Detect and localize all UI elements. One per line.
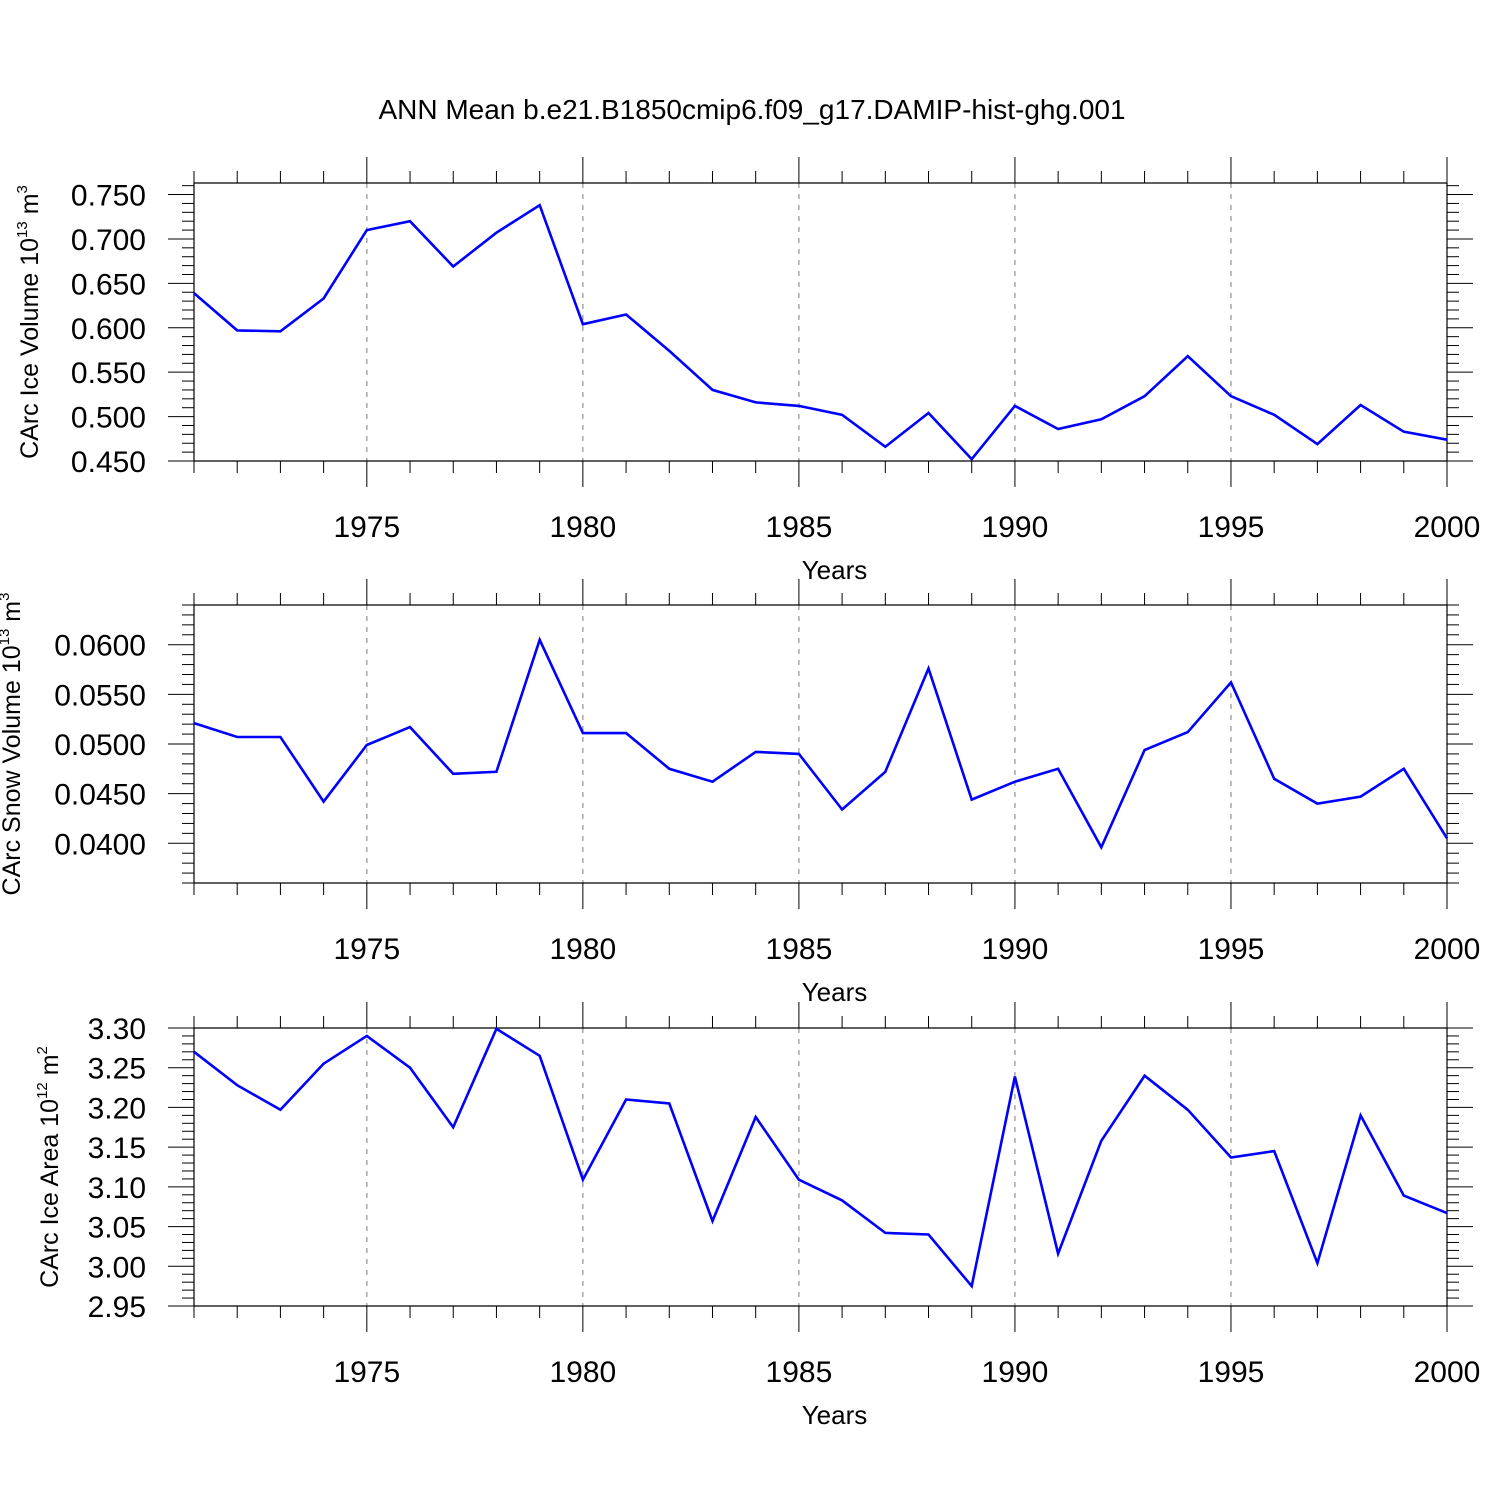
series-line [193,1026,1448,1289]
y-tick-label: 0.550 [71,357,146,390]
x-tick-label: 2000 [1414,1356,1481,1389]
x-axis-label: Years [802,977,868,1007]
x-tick-label: 1990 [982,511,1049,544]
y-tick-label: 3.25 [88,1053,146,1086]
y-tick-label: 0.0450 [54,779,146,812]
y-tick-label: 0.0600 [54,630,146,663]
x-tick-label: 2000 [1414,933,1481,966]
y-tick-label: 3.00 [88,1251,146,1284]
x-tick-label: 1980 [549,511,616,544]
x-axis-label: Years [802,555,868,585]
series-line [193,203,1448,462]
y-tick-label: 0.600 [71,313,146,346]
x-tick-label: 1995 [1198,511,1265,544]
y-tick-label: 0.750 [71,180,146,213]
y-tick-label: 0.450 [71,446,146,479]
y-tick-label: 0.700 [71,224,146,257]
y-axis-label: CArc Ice Volume 1013 m3 [14,185,44,459]
x-tick-label: 1975 [333,511,400,544]
x-tick-label: 1985 [766,1356,833,1389]
panel-ice-volume: 0.450 0.500 0.550 0.600 0.650 0.700 0.750 1975 1… [14,157,1480,585]
x-tick-label: 1980 [549,1356,616,1389]
panel-ice-area: 2.95 3.00 3.05 3.10 3.15 3.20 3.25 3.30 1975 1980… [34,1002,1480,1430]
y-tick-label: 3.20 [88,1092,146,1125]
y-tick-label: 3.10 [88,1172,146,1205]
x-tick-label: 2000 [1414,511,1481,544]
y-tick-label: 2.95 [88,1291,146,1324]
x-tick-label: 1995 [1198,933,1265,966]
x-tick-label: 1985 [766,511,833,544]
x-tick-label: 1995 [1198,1356,1265,1389]
chart-title: ANN Mean b.e21.B1850cmip6.f09_g17.DAMIP-… [378,94,1125,125]
panel-snow-volume: 0.0400 0.0450 0.0500 0.0550 0.0600 1975 1980 19… [0,579,1480,1007]
x-axis-label: Years [802,1400,868,1430]
y-tick-label: 3.30 [88,1013,146,1046]
y-tick-label: 0.500 [71,402,146,435]
y-axis-label: CArc Ice Area 1012 m2 [34,1046,64,1288]
x-tick-label: 1980 [549,933,616,966]
x-tick-label: 1985 [766,933,833,966]
series-line [193,636,1449,851]
y-tick-label: 0.0500 [54,729,146,762]
y-tick-label: 3.05 [88,1212,146,1245]
y-tick-label: 3.15 [88,1132,146,1165]
y-tick-label: 0.0400 [54,828,146,861]
x-tick-label: 1975 [333,933,400,966]
x-tick-label: 1975 [333,1356,400,1389]
y-tick-label: 0.0550 [54,679,146,712]
x-tick-label: 1990 [982,933,1049,966]
x-tick-label: 1990 [982,1356,1049,1389]
y-axis-label: CArc Snow Volume 1013 m3 [0,593,26,896]
y-tick-label: 0.650 [71,268,146,301]
